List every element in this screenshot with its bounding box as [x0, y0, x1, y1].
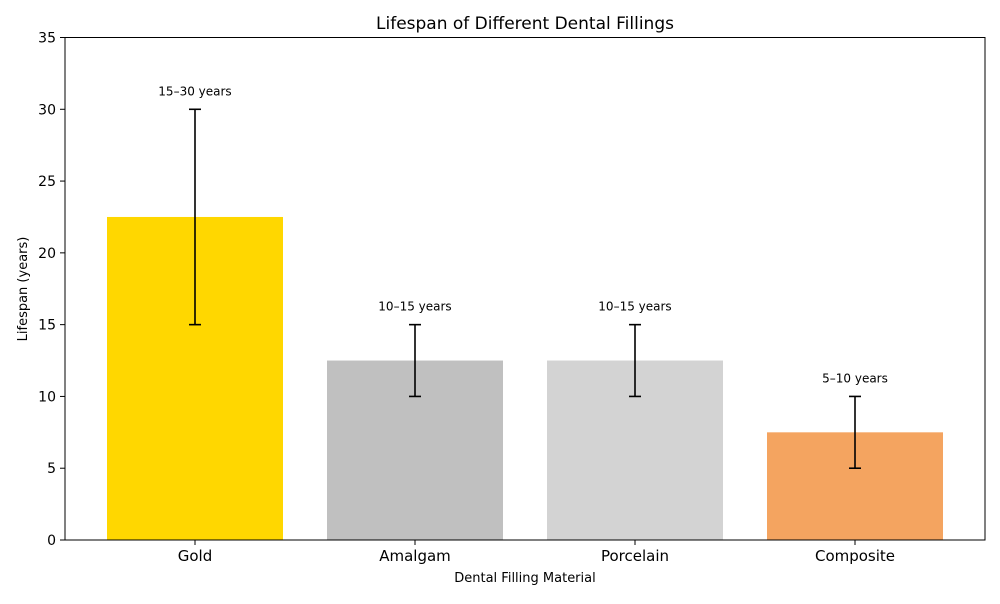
range-annotation: 5–10 years [822, 371, 888, 385]
y-axis-label: Lifespan (years) [16, 237, 31, 342]
y-tick-label: 20 [38, 246, 56, 262]
x-tick-label: Composite [815, 547, 895, 565]
error-bar [629, 323, 641, 398]
y-tick-label: 25 [38, 174, 56, 190]
range-annotation: 10–15 years [598, 300, 671, 314]
y-tick-label: 0 [47, 533, 56, 549]
error-bar [849, 395, 861, 470]
annotations-layer: 15–30 years 10–15 years 10–15 years 5–10 ye… [158, 84, 888, 385]
y-tick-label: 30 [38, 102, 56, 118]
x-tick-label: Gold [178, 547, 213, 565]
y-tick-label: 10 [38, 389, 56, 405]
y-tick-label: 5 [47, 461, 56, 477]
y-axis-ticks: 0 5 10 15 20 25 30 35 [38, 31, 65, 549]
error-bar [189, 108, 201, 326]
x-tick-label: Amalgam [379, 547, 451, 565]
y-tick-label: 15 [38, 318, 56, 334]
y-tick-label: 35 [38, 31, 56, 47]
error-bar [409, 323, 421, 398]
bars-layer [107, 216, 943, 540]
range-annotation: 10–15 years [378, 300, 451, 314]
x-axis-label: Dental Filling Material [454, 571, 595, 586]
chart-title: Lifespan of Different Dental Fillings [376, 14, 674, 34]
x-axis-ticks: Gold Amalgam Porcelain Composite [178, 540, 895, 565]
range-annotation: 15–30 years [158, 84, 231, 98]
x-tick-label: Porcelain [601, 547, 669, 565]
plot-frame [64, 37, 986, 541]
error-bars-layer [189, 108, 861, 470]
